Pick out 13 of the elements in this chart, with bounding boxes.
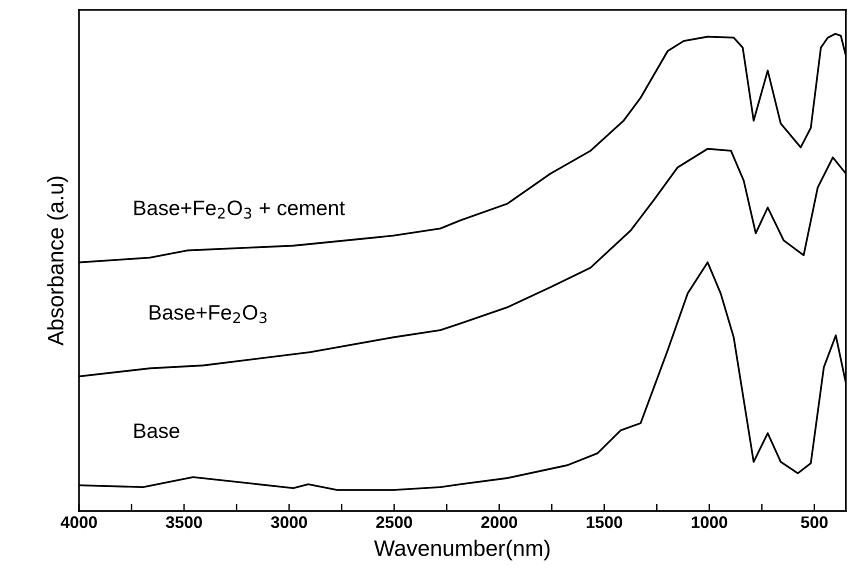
x-tick-label: 4000 xyxy=(60,516,97,528)
x-tick-label: 500 xyxy=(800,516,828,528)
x-tick-label: 2500 xyxy=(376,516,412,528)
series-label: Base+Fe$_{2}$O$_{3}$ xyxy=(150,305,267,324)
x-tick-label: 1000 xyxy=(692,516,728,528)
x-tick-label: 3000 xyxy=(270,516,307,528)
y-axis-title: Absorbance (a.u) xyxy=(47,176,68,346)
x-tick-label: 3500 xyxy=(166,516,202,528)
x-axis-title: Wavenumber(nm) xyxy=(374,540,550,560)
series-label: Base xyxy=(134,424,180,438)
x-tick-label: 2000 xyxy=(481,516,518,528)
series-label: Base+Fe$_{2}$O$_{3}$ + cement xyxy=(134,200,345,219)
x-tick-label: 1500 xyxy=(586,516,622,528)
